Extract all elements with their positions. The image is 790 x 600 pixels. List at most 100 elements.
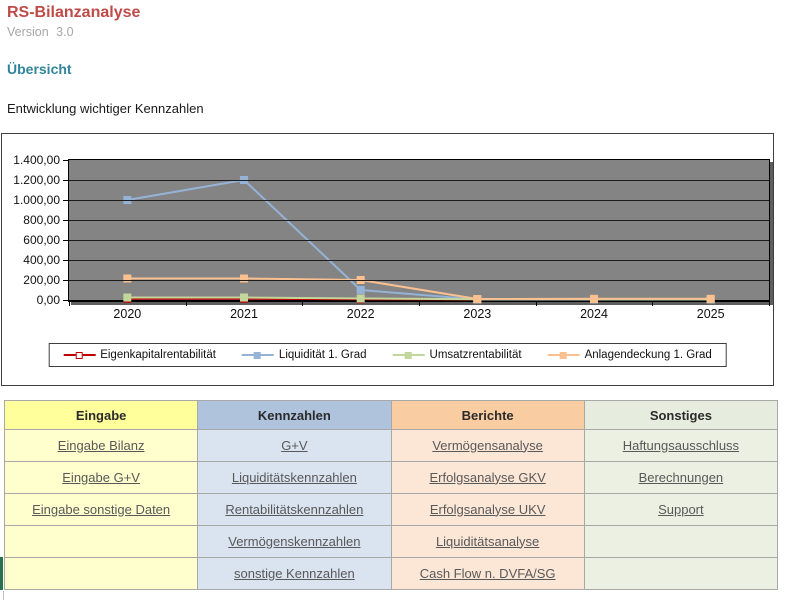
table-cell: Haftungsausschluss [583,429,779,462]
column-header-sonstiges: Sonstiges [583,400,779,430]
y-axis-tick [63,260,68,261]
series-marker [240,293,248,302]
y-axis-tick [63,200,68,201]
legend-swatch [547,351,580,360]
table-cell: Rentabilitätskennzahlen [197,493,392,526]
table-row: sonstige Kennzahlen Cash Flow n. DVFA/SG [3,557,779,590]
y-axis-tick [63,280,68,281]
x-tick-label: 2024 [580,307,608,321]
legend-entry: Anlagendeckung 1. Grad [547,349,712,361]
legend-marker [404,351,412,359]
table-row: Eingabe sonstige Daten Rentabilitätskenn… [3,493,779,526]
table-cell: Eingabe G+V [3,461,199,494]
column-header-kennzahlen: Kennzahlen [197,400,392,430]
y-axis-tick [63,300,68,301]
legend-entry: Umsatzrentabilität [392,349,522,361]
y-tick-label: 800,00 [23,213,60,227]
x-tick-label: 2022 [346,307,375,321]
link-support[interactable]: Support [658,501,704,517]
table-cell: Erfolgsanalyse UKV [390,493,585,526]
table-row: Vermögenskennzahlen Liquiditätsanalyse [3,525,779,558]
link-vermoegensanalyse[interactable]: Vermögensanalyse [432,437,543,453]
legend-label: Eigenkapitalrentabilität [100,349,216,361]
x-axis-tick [185,302,187,306]
link-erfolgsanalyse-ukv[interactable]: Erfolgsanalyse UKV [429,501,546,517]
series-marker [590,294,598,303]
x-axis-tick [419,302,420,306]
gridline [69,180,769,181]
table-cell: Vermögensanalyse [390,429,585,462]
kennzahlen-chart: Eigenkapitalrentabilität Liquidität 1. Gr… [1,133,774,386]
y-axis-tick [63,220,68,221]
y-axis-tick [63,160,68,161]
table-header-row: Eingabe Kennzahlen Berichte Sonstiges [3,400,779,430]
y-axis-tick [63,180,68,181]
link-rentabilitaetskennzahlen[interactable]: Rentabilitätskennzahlen [225,501,364,517]
series-marker [356,294,365,303]
link-liquiditaetskennzahlen[interactable]: Liquiditätskennzahlen [231,469,357,485]
table-cell: Vermögenskennzahlen [197,525,392,558]
y-tick-label: 0,00 [36,293,60,307]
series-marker [123,293,132,302]
series-marker [706,294,715,303]
link-erfolgsanalyse-gkv[interactable]: Erfolgsanalyse GKV [429,469,546,485]
table-cell [583,525,779,558]
left-edge-green-marker [0,557,3,590]
link-sonstige-kennzahlen[interactable]: sonstige Kennzahlen [234,565,355,581]
y-tick-label: 600,00 [23,233,60,247]
left-edge-line [3,591,4,600]
section-title: Übersicht [7,61,72,77]
x-axis-tick [652,302,654,306]
x-tick-label: 2025 [696,307,725,321]
navigation-table: Eingabe Kennzahlen Berichte Sonstiges Ei… [3,400,779,590]
legend-label: Liquidität 1. Grad [278,349,367,361]
x-tick-label: 2020 [113,307,142,321]
legend-label: Umsatzrentabilität [429,349,522,361]
table-cell: Erfolgsanalyse GKV [390,461,585,494]
legend-entry: Eigenkapitalrentabilität [63,349,216,361]
table-row: Eingabe G+V Liquiditätskennzahlen Erfolg… [3,461,779,494]
table-cell: Berechnungen [583,461,779,494]
link-eingabe-bilanz[interactable]: Eingabe Bilanz [57,437,145,453]
legend-marker [75,351,83,359]
gridline [69,220,769,221]
series-marker [123,274,132,283]
series-line [127,277,711,301]
link-eingabe-guv[interactable]: Eingabe G+V [62,469,140,485]
y-tick-label: 1.200,00 [13,173,60,187]
x-axis-tick [69,302,70,306]
series-marker [473,295,482,303]
gridline [69,240,769,241]
link-eingabe-sonstige-daten[interactable]: Eingabe sonstige Daten [32,501,171,517]
link-berechnungen[interactable]: Berechnungen [638,469,724,485]
table-cell: Cash Flow n. DVFA/SG [390,557,585,590]
table-row: Eingabe Bilanz G+V Vermögensanalyse Haft… [3,429,779,462]
legend-marker [559,351,567,359]
gridline [69,200,769,201]
link-guv[interactable]: G+V [281,437,308,453]
x-axis-tick [302,302,304,306]
x-axis-tick [769,302,770,306]
series-marker [356,286,365,294]
table-cell [3,525,199,558]
column-header-eingabe: Eingabe [3,400,199,430]
column-header-berichte: Berichte [390,400,585,430]
table-cell: Support [583,493,779,526]
x-tick-label: 2021 [230,307,258,321]
y-tick-label: 1.400,00 [13,153,60,167]
link-cash-flow-dvfa-sg[interactable]: Cash Flow n. DVFA/SG [419,565,556,581]
link-vermoegenskennzahlen[interactable]: Vermögenskennzahlen [228,533,361,549]
table-cell: G+V [197,429,392,462]
legend-label: Anlagendeckung 1. Grad [584,349,712,361]
x-axis-tick [535,302,537,306]
link-haftungsausschluss[interactable]: Haftungsausschluss [622,437,740,453]
y-tick-label: 1.000,00 [13,193,60,207]
table-cell: Eingabe sonstige Daten [3,493,199,526]
y-axis-tick [63,240,68,241]
x-tick-label: 2023 [463,307,492,321]
table-cell [3,557,199,590]
series-marker [240,274,248,283]
app-version: Version 3.0 [7,25,74,39]
table-cell: Liquiditätsanalyse [390,525,585,558]
link-liquiditaetsanalyse[interactable]: Liquiditätsanalyse [435,533,540,549]
